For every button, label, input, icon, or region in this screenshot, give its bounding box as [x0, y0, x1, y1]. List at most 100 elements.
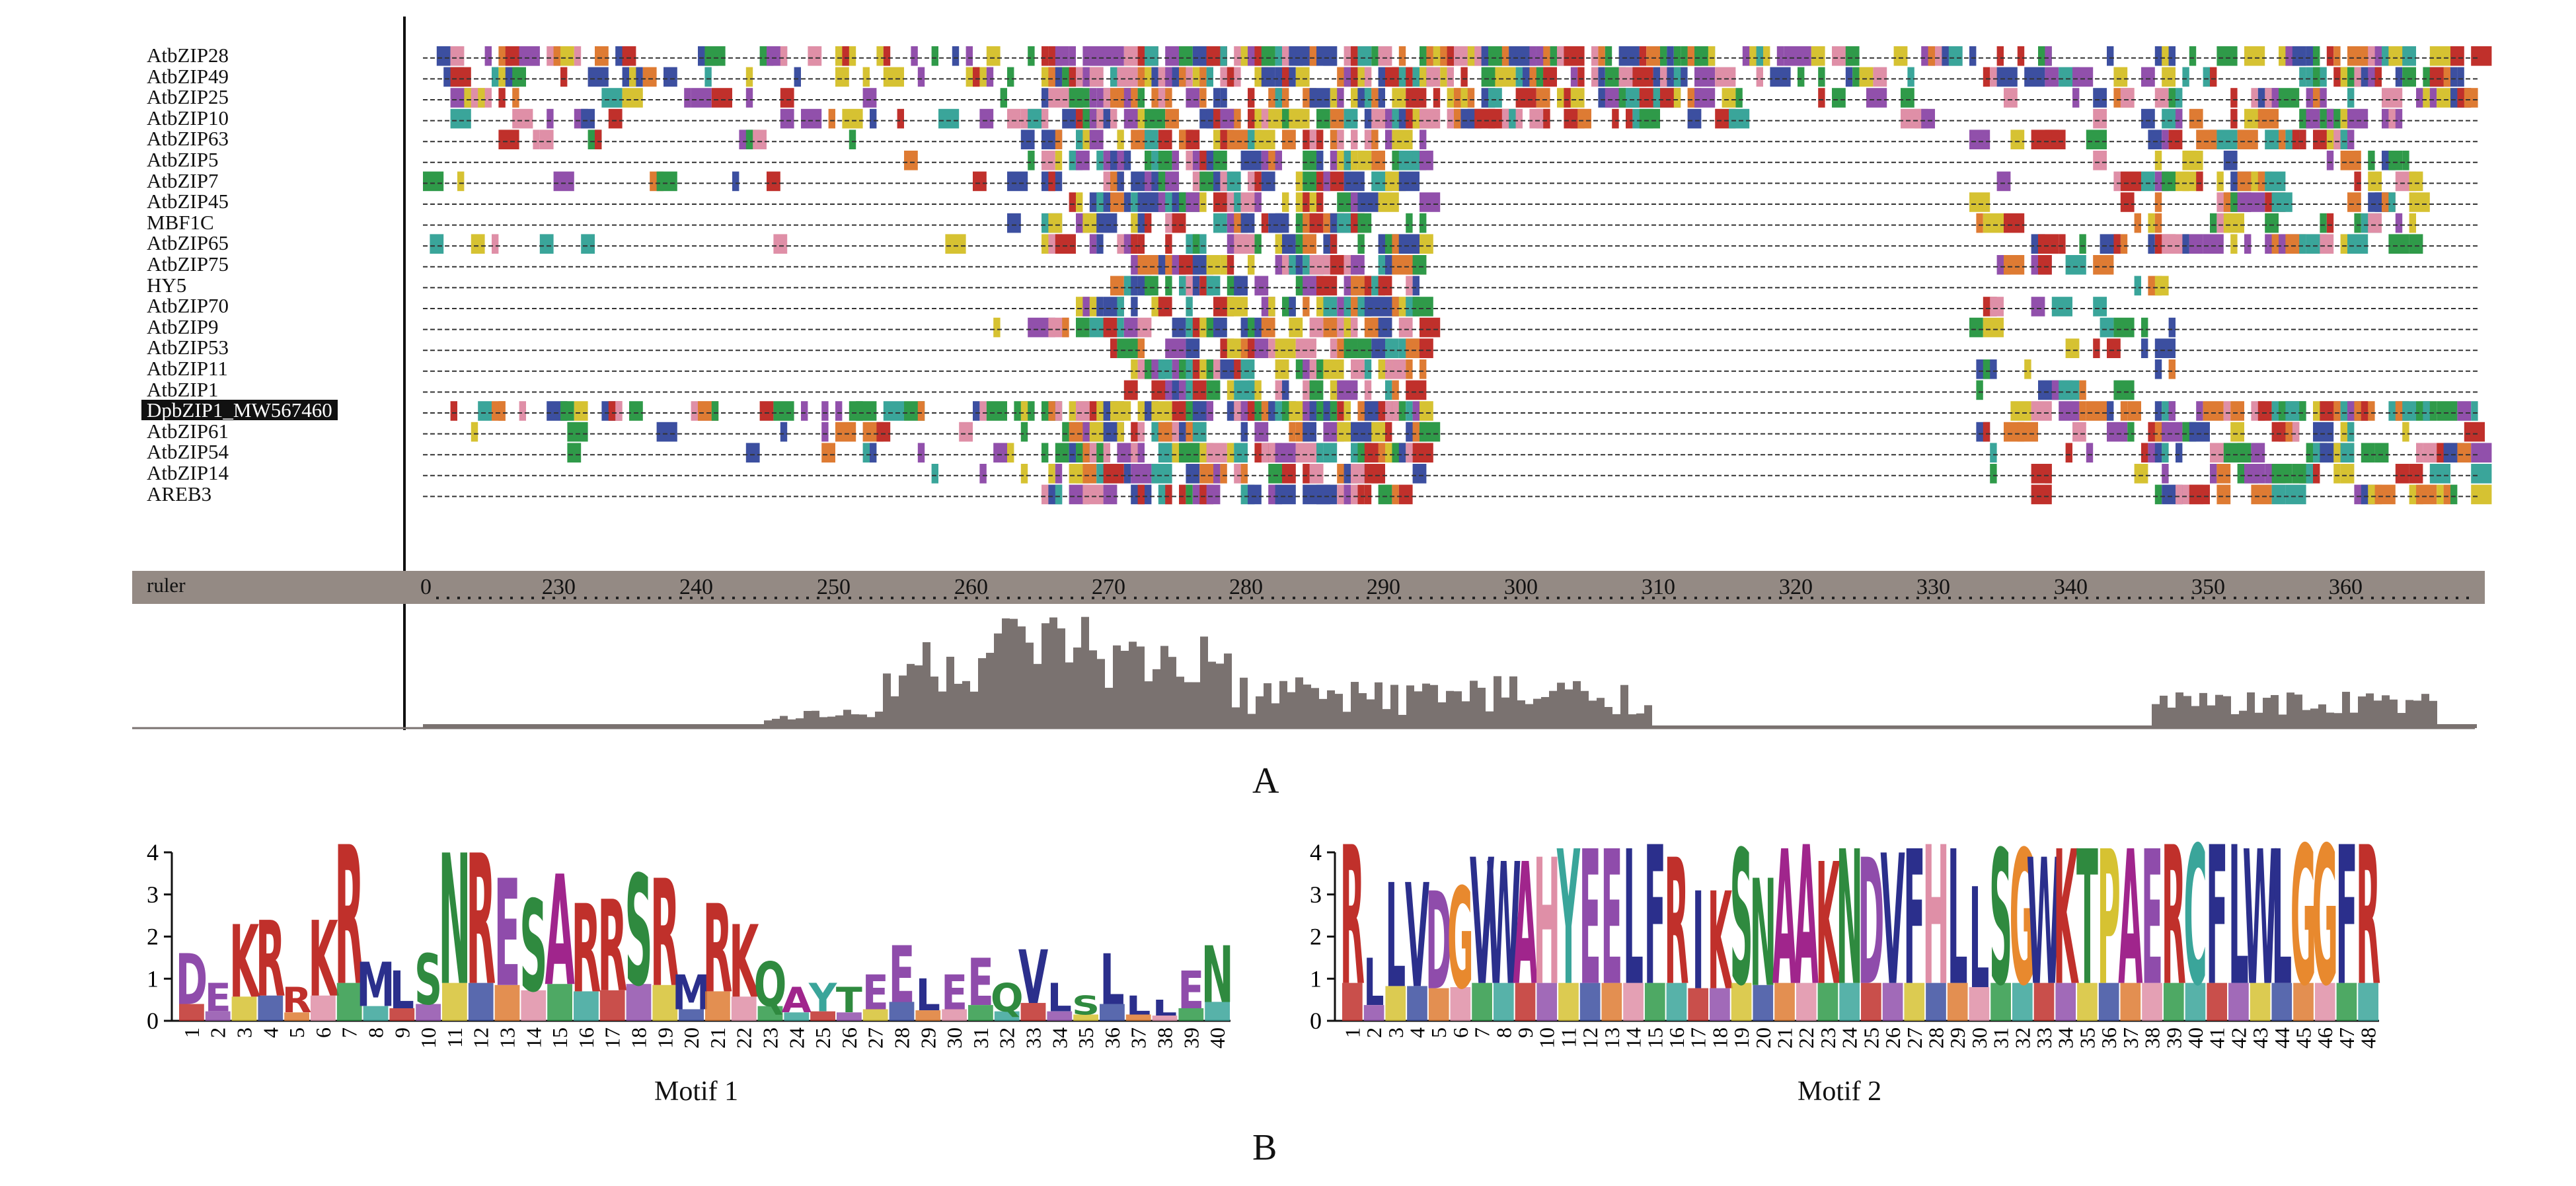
residue-block [1316, 276, 1338, 296]
residue-block [2168, 317, 2176, 338]
conservation-bar [494, 724, 502, 728]
residue-block [1268, 297, 1275, 316]
conservation-bar [1184, 682, 1192, 728]
minor-residue-stack [1710, 988, 1730, 1021]
residue-block [1206, 359, 1213, 379]
residue-block [1145, 67, 1152, 87]
conservation-bar [534, 724, 542, 728]
minor-residue-stack [942, 1009, 967, 1021]
residue-block [2251, 88, 2258, 108]
logo-letter: A [1513, 828, 1537, 1023]
position-label: 22 [732, 1027, 756, 1049]
residue-block [1192, 234, 1200, 254]
logo-letter: L [1948, 813, 1968, 1027]
residue-block [1996, 46, 2004, 66]
residue-block [2024, 359, 2031, 379]
conservation-bar [2065, 725, 2072, 728]
residue-block [2134, 276, 2141, 296]
residue-block [1330, 255, 1344, 275]
position-label: 10 [1535, 1027, 1559, 1049]
residue-block [1213, 151, 1227, 170]
conservation-bar [542, 724, 550, 728]
position-label: 20 [679, 1027, 703, 1049]
residue-block [1316, 151, 1324, 170]
conservation-bar [629, 724, 637, 728]
position-label: 22 [1794, 1027, 1818, 1049]
residue-block [2429, 46, 2450, 66]
conservation-bar [2326, 712, 2334, 728]
position-label: 14 [1622, 1027, 1646, 1049]
residue-block [2154, 192, 2162, 212]
residue-block [780, 108, 794, 129]
residue-block [1660, 46, 1667, 66]
conservation-bar [2223, 696, 2231, 728]
conservation-bar [2176, 692, 2183, 728]
residue-block [704, 46, 726, 66]
residue-block [2120, 88, 2135, 108]
residue-block [1378, 192, 1399, 212]
residue-block [1179, 484, 1186, 505]
residue-block [2182, 151, 2203, 170]
residue-block [2271, 88, 2279, 108]
residue-block [2059, 234, 2066, 254]
residue-block [2257, 108, 2279, 129]
residue-block [1309, 213, 1324, 233]
minor-residue-stack [599, 990, 625, 1021]
conservation-bar [1565, 689, 1573, 728]
minor-residue-stack [1152, 1016, 1178, 1021]
residue-block [1406, 359, 1413, 379]
position-label: 17 [1686, 1027, 1710, 1049]
residue-block [1337, 401, 1344, 421]
residue-block [1798, 67, 1805, 87]
logo-letter: K [2053, 813, 2079, 1027]
residue-block [1137, 338, 1145, 358]
conservation-bar [2398, 713, 2406, 728]
residue-block [1536, 108, 1544, 129]
residue-block [1131, 380, 1138, 400]
residue-block [979, 401, 987, 421]
minor-residue-stack [1753, 984, 1774, 1021]
residue-block [745, 443, 760, 463]
residue-block [1254, 380, 1262, 400]
conservation-bar [2207, 705, 2215, 728]
residue-block [973, 67, 980, 87]
conservation-bar [1922, 725, 1930, 728]
minor-residue-stack [2250, 982, 2271, 1021]
residue-block [1234, 276, 1248, 296]
residue-block [450, 46, 465, 66]
residue-block [1151, 401, 1172, 421]
residue-block [2154, 88, 2169, 108]
residue-block [1845, 67, 1853, 87]
residue-block [780, 88, 794, 108]
conservation-bar [716, 724, 724, 728]
conservation-bar [1509, 676, 1517, 728]
logo-letter: K [308, 899, 339, 1020]
y-tick-label: 3 [147, 881, 159, 908]
residue-block [1316, 192, 1324, 212]
conservation-bar [2271, 694, 2279, 728]
residue-block [1398, 317, 1413, 338]
residue-block [1983, 359, 1990, 379]
minor-residue-stack [2077, 982, 2098, 1021]
residue-block [1309, 317, 1324, 338]
residue-block [1694, 88, 1716, 108]
residue-block [1357, 151, 1372, 170]
residue-block [1406, 276, 1413, 296]
residue-block [1096, 192, 1104, 212]
conservation-bar [1256, 696, 1264, 728]
residue-block [581, 234, 595, 254]
residue-block [1893, 46, 1908, 66]
conservation-bar [582, 724, 589, 728]
logo-letter: A [782, 981, 812, 1021]
position-label: 21 [1773, 1027, 1797, 1049]
logo-letter: R [571, 880, 601, 1021]
residue-block [2189, 46, 2197, 66]
residue-block [2031, 401, 2052, 421]
residue-block [1227, 443, 1234, 463]
conservation-bar [938, 691, 946, 728]
minor-residue-stack [915, 1010, 941, 1021]
residue-block [1131, 213, 1138, 233]
residue-block [986, 67, 994, 87]
conservation-bar [1462, 701, 1470, 728]
